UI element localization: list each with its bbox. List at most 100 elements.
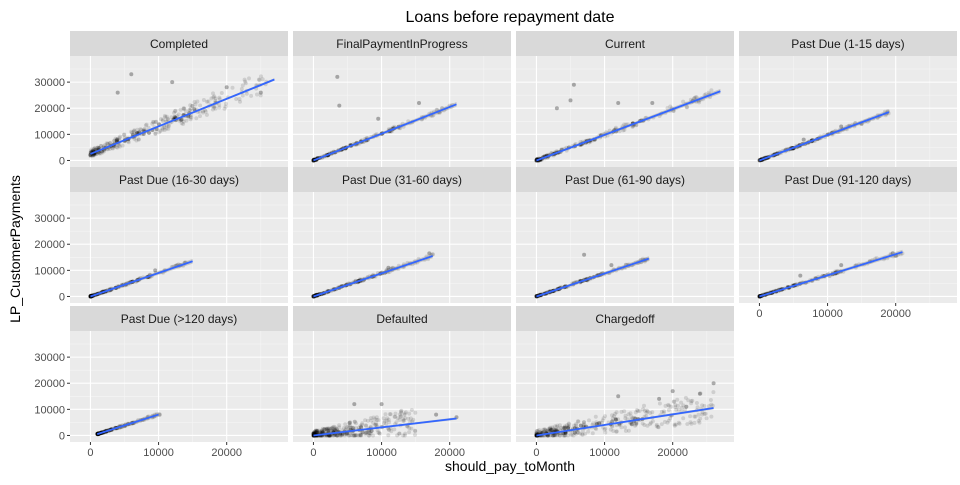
- data-point: [685, 422, 690, 426]
- strip-current: [516, 31, 734, 56]
- data-point: [164, 114, 169, 119]
- data-point: [328, 433, 333, 438]
- data-point: [105, 141, 110, 146]
- data-point: [696, 412, 701, 417]
- data-point: [369, 428, 374, 433]
- data-point: [610, 413, 614, 418]
- data-point: [688, 414, 693, 419]
- data-point: [659, 422, 664, 427]
- data-point: [329, 426, 334, 431]
- data-point: [548, 428, 553, 433]
- data-point: [89, 147, 94, 152]
- data-point: [118, 134, 123, 139]
- data-point: [635, 409, 640, 413]
- facet-current: Current: [516, 31, 734, 167]
- data-point: [679, 405, 684, 410]
- data-point: [237, 97, 242, 101]
- data-point: [334, 426, 339, 431]
- data-point: [160, 119, 165, 123]
- data-point: [324, 427, 329, 432]
- data-point: [387, 412, 392, 417]
- data-point: [363, 432, 368, 437]
- data-point: [204, 112, 209, 117]
- data-point: [565, 423, 569, 428]
- data-point: [114, 145, 119, 149]
- data-point: [694, 401, 699, 405]
- data-point: [633, 423, 637, 428]
- data-point: [88, 154, 93, 159]
- data-point: [611, 429, 616, 433]
- data-point: [129, 129, 134, 134]
- outlier-point: [571, 82, 576, 87]
- data-point: [623, 425, 627, 430]
- outlier-point: [427, 251, 432, 256]
- outlier-point: [684, 404, 689, 409]
- data-point: [546, 428, 550, 433]
- outlier-point: [711, 381, 716, 386]
- data-point: [556, 426, 561, 431]
- data-point: [201, 110, 206, 115]
- outlier-point: [616, 101, 621, 105]
- data-point: [553, 428, 558, 433]
- data-point: [115, 137, 120, 142]
- data-point: [681, 416, 686, 421]
- data-point: [594, 427, 599, 431]
- data-point: [146, 125, 151, 130]
- data-point: [580, 432, 585, 437]
- data-point: [314, 430, 319, 435]
- data-point: [320, 428, 325, 433]
- data-point: [534, 429, 539, 434]
- data-point: [230, 85, 235, 90]
- data-point: [550, 426, 555, 431]
- data-point: [634, 422, 638, 427]
- strip-label-past-due-16-30-days: Past Due (16-30 days): [119, 173, 239, 187]
- data-point: [238, 99, 242, 104]
- data-point: [365, 430, 370, 434]
- data-point: [111, 139, 116, 144]
- data-point: [407, 430, 412, 435]
- data-point: [110, 146, 115, 151]
- data-point: [703, 411, 708, 416]
- data-point: [151, 120, 156, 125]
- data-point: [648, 411, 653, 415]
- fit-line-defaulted: [313, 417, 457, 437]
- data-point: [194, 116, 199, 121]
- data-point: [102, 149, 107, 154]
- data-point: [575, 419, 580, 424]
- data-point: [574, 432, 579, 436]
- strip-past-due-120-days: [70, 306, 288, 331]
- data-point: [594, 422, 599, 426]
- data-point: [562, 425, 567, 430]
- data-point: [654, 422, 659, 427]
- data-point: [169, 115, 174, 120]
- outlier-point: [657, 396, 662, 401]
- data-point: [661, 411, 666, 415]
- data-point: [136, 137, 141, 142]
- outlier-point: [115, 90, 120, 95]
- data-point: [347, 420, 352, 425]
- data-point: [622, 127, 627, 132]
- data-point: [126, 140, 131, 145]
- fit-line-current: [536, 90, 721, 162]
- data-point: [312, 431, 317, 436]
- data-point: [352, 433, 357, 438]
- data-point: [117, 136, 122, 140]
- data-point: [222, 106, 227, 111]
- data-point: [173, 109, 177, 114]
- data-point: [566, 426, 571, 431]
- data-point: [132, 129, 137, 134]
- data-point: [654, 424, 659, 429]
- data-point: [315, 428, 319, 433]
- data-point: [657, 401, 662, 406]
- data-point: [374, 423, 379, 428]
- data-point: [102, 143, 107, 148]
- data-point: [352, 433, 356, 438]
- data-point: [662, 409, 666, 414]
- data-point: [642, 408, 647, 413]
- data-point: [176, 112, 181, 117]
- data-point: [644, 410, 649, 415]
- x-tick-label: 20000: [211, 447, 242, 459]
- data-point: [557, 433, 562, 438]
- data-point: [562, 433, 567, 438]
- data-point: [347, 433, 352, 438]
